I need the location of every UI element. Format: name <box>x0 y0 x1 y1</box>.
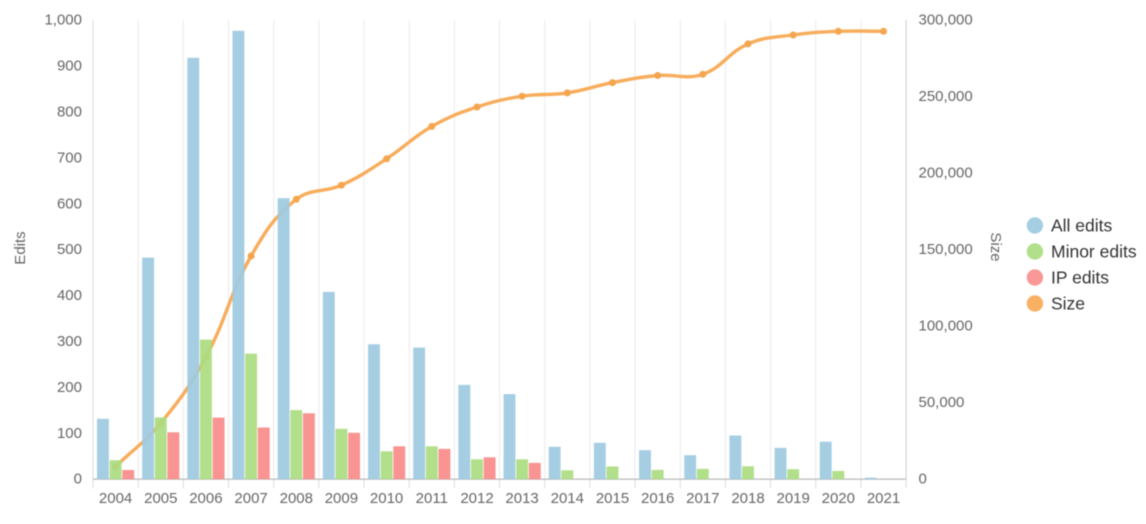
svg-text:2018: 2018 <box>731 490 764 507</box>
svg-text:700: 700 <box>57 149 82 166</box>
svg-text:800: 800 <box>57 104 82 121</box>
svg-text:Size: Size <box>1051 294 1085 314</box>
svg-text:Size: Size <box>987 232 1004 261</box>
svg-text:0: 0 <box>919 471 927 488</box>
svg-text:2020: 2020 <box>822 490 855 507</box>
svg-text:100,000: 100,000 <box>919 318 973 335</box>
svg-text:2004: 2004 <box>99 490 132 507</box>
svg-text:Minor edits: Minor edits <box>1051 242 1137 262</box>
svg-text:150,000: 150,000 <box>919 241 973 258</box>
svg-text:600: 600 <box>57 195 82 212</box>
svg-text:2019: 2019 <box>777 490 810 507</box>
svg-text:250,000: 250,000 <box>919 88 973 105</box>
svg-text:0: 0 <box>74 471 82 488</box>
svg-text:300,000: 300,000 <box>919 12 973 29</box>
svg-text:2013: 2013 <box>505 490 538 507</box>
svg-text:2009: 2009 <box>325 490 358 507</box>
svg-text:2010: 2010 <box>370 490 403 507</box>
svg-text:2005: 2005 <box>144 490 177 507</box>
svg-text:2012: 2012 <box>460 490 493 507</box>
svg-text:900: 900 <box>57 58 82 75</box>
svg-text:300: 300 <box>57 333 82 350</box>
svg-text:All edits: All edits <box>1051 216 1113 236</box>
svg-text:2015: 2015 <box>596 490 629 507</box>
svg-text:400: 400 <box>57 287 82 304</box>
svg-text:2017: 2017 <box>686 490 719 507</box>
svg-text:2008: 2008 <box>280 490 313 507</box>
svg-text:500: 500 <box>57 241 82 258</box>
svg-text:50,000: 50,000 <box>919 394 965 411</box>
svg-text:2011: 2011 <box>416 490 448 507</box>
svg-text:2016: 2016 <box>641 490 674 507</box>
svg-text:2007: 2007 <box>234 490 267 507</box>
svg-text:2014: 2014 <box>551 490 584 507</box>
svg-text:IP edits: IP edits <box>1051 268 1109 288</box>
svg-text:2021: 2021 <box>867 490 900 507</box>
svg-text:2006: 2006 <box>189 490 222 507</box>
svg-text:Edits: Edits <box>12 231 29 264</box>
svg-text:200,000: 200,000 <box>919 165 973 182</box>
svg-text:1,000: 1,000 <box>44 12 82 29</box>
svg-text:100: 100 <box>57 425 82 442</box>
svg-text:200: 200 <box>57 379 82 396</box>
